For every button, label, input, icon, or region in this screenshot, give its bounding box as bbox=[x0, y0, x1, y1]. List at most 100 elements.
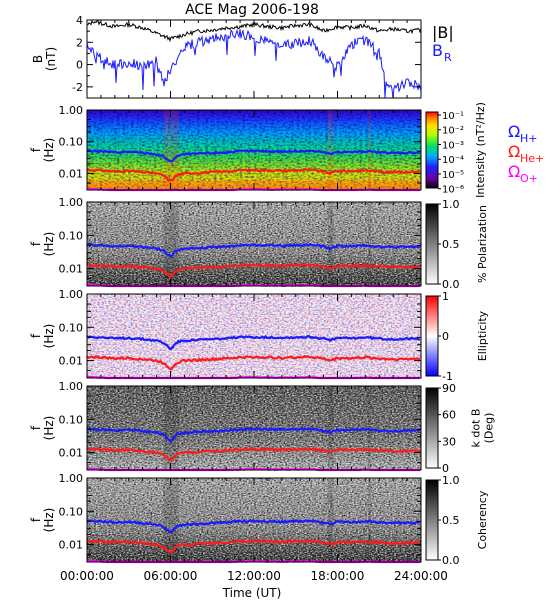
y-tick-label: 1.00 bbox=[59, 288, 84, 301]
gyrofrequency-line-h-plus bbox=[86, 148, 421, 163]
gyrofrequency-line-h-plus bbox=[86, 334, 421, 350]
spectrogram-event-streak bbox=[368, 386, 371, 470]
y-tick-label: 0.01 bbox=[59, 263, 84, 276]
colorbar-label: k dot B bbox=[470, 409, 483, 448]
spectrogram-event-streak bbox=[327, 110, 334, 190]
colorbar bbox=[425, 387, 439, 469]
y-tick-label: 0.01 bbox=[59, 447, 84, 460]
colorbar-tick-label: 1 bbox=[442, 290, 449, 303]
spectrogram-texture bbox=[87, 386, 421, 470]
b-field-panel-frame bbox=[86, 19, 422, 99]
legend-omega-subscript: O+ bbox=[520, 172, 538, 185]
colorbar-tick-label: 90 bbox=[442, 382, 456, 395]
y-tick-label: 2 bbox=[76, 36, 83, 49]
spectrogram-event-streak bbox=[163, 202, 179, 286]
panels: 420-2B (nT)|B|B R1.000.100.01f (Hz)10⁻¹10⁻²… bbox=[29, 14, 544, 567]
y-tick-label: 0.10 bbox=[59, 229, 84, 242]
colorbar-tick-label: -1 bbox=[442, 370, 453, 383]
colorbar-tick-label: 0.5 bbox=[442, 514, 460, 527]
spectrogram-coherency: 1.00 0.10 0.01 f (Hz) 1.0 0.5 0.0 Coherency bbox=[29, 472, 489, 567]
spectrogram-intensity: 1.00 0.10 0.01 f (Hz) 10⁻¹ 10⁻² 10⁻³ 10⁻⁴ 10⁻⁵ 10⁻… bbox=[29, 102, 544, 198]
spectrogram-polarization: 1.00 0.10 0.01 f (Hz) 1.0 0.5 0.0 % Polarization bbox=[29, 196, 489, 291]
legend-omega-symbol: Ω bbox=[508, 122, 520, 141]
y-tick-label: 0.10 bbox=[59, 321, 84, 334]
y-axis-unit: (Hz) bbox=[42, 508, 56, 533]
colorbar-tick-label: 10⁻⁵ bbox=[442, 170, 464, 181]
colorbar-label: (Deg) bbox=[483, 413, 496, 444]
y-tick-label: 0.10 bbox=[59, 413, 84, 426]
colorbar-tick-label: 0 bbox=[442, 462, 449, 475]
y-tick-label: 0 bbox=[76, 59, 83, 72]
gyrofrequency-line-he-plus bbox=[86, 167, 421, 182]
y-axis-label: B bbox=[31, 55, 45, 63]
gyrofrequency-line-he-plus bbox=[86, 538, 421, 554]
spectrogram-event-streak bbox=[163, 386, 179, 470]
colorbar-tick-label: 10⁻¹ bbox=[442, 111, 464, 122]
spectrogram-texture bbox=[87, 294, 421, 378]
y-tick-label: 0.01 bbox=[59, 167, 84, 180]
colorbar bbox=[425, 111, 439, 189]
x-tick-label: 00:00:00 bbox=[60, 569, 114, 583]
y-tick-label: 0.10 bbox=[59, 136, 84, 149]
y-tick-label: 0.01 bbox=[59, 355, 84, 368]
colorbar-tick-label: 30 bbox=[442, 435, 456, 448]
gyrofrequency-line-h-plus bbox=[86, 519, 421, 534]
gyrofrequency-line-he-plus bbox=[86, 354, 421, 371]
legend-omega-symbol: Ω bbox=[508, 142, 520, 161]
colorbar-tick-label: 0.0 bbox=[442, 554, 460, 567]
y-axis-unit: (Hz) bbox=[42, 232, 56, 257]
y-axis-label: f bbox=[29, 517, 43, 522]
colorbar-tick-label: 10⁻² bbox=[442, 126, 464, 137]
colorbar-tick-label: 10⁻³ bbox=[442, 140, 464, 151]
spectrogram-ellipticity: 1.00 0.10 0.01 f (Hz) 1 0 -1 Ellipticity bbox=[29, 288, 489, 383]
spectrogram-event-streak bbox=[368, 202, 371, 286]
y-tick-label: -2 bbox=[72, 81, 83, 94]
spectrogram-event-streak bbox=[163, 478, 179, 562]
figure-title: ACE Mag 2006-198 bbox=[185, 2, 319, 18]
y-axis-unit: (Hz) bbox=[42, 324, 56, 349]
colorbar-label: Coherency bbox=[476, 490, 489, 549]
colorbar bbox=[425, 203, 439, 285]
legend-b-magnitude: |B| bbox=[432, 23, 454, 42]
colorbar-tick-label: 1.0 bbox=[442, 474, 460, 487]
x-tick-label: 24:00:00 bbox=[394, 569, 448, 583]
y-axis-unit: (nT) bbox=[44, 47, 58, 71]
colorbar-tick-label: 10⁻⁴ bbox=[442, 155, 464, 166]
x-tick-label: 12:00:00 bbox=[227, 569, 281, 583]
colorbar-tick-label: 0 bbox=[442, 330, 449, 343]
y-tick-label: 0.10 bbox=[59, 505, 84, 518]
time-axis-label: Time (UT) bbox=[222, 586, 282, 600]
colorbar bbox=[425, 295, 439, 377]
y-axis-unit: (Hz) bbox=[42, 138, 56, 163]
colorbar-tick-label: 1.0 bbox=[442, 198, 460, 211]
y-axis-label: f bbox=[29, 333, 43, 338]
gyrofrequency-line-he-plus bbox=[86, 263, 421, 279]
y-tick-label: 1.00 bbox=[59, 472, 84, 485]
x-tick-label: 18:00:00 bbox=[311, 569, 365, 583]
spectrogram-event-streak bbox=[327, 478, 334, 562]
colorbar-label: Ellipticity bbox=[476, 310, 489, 361]
y-axis-label: f bbox=[29, 147, 43, 152]
gyrofrequency-line-h-plus bbox=[86, 426, 421, 443]
spectrogram-event-streak bbox=[327, 386, 334, 470]
y-axis-label: f bbox=[29, 241, 43, 246]
y-tick-label: 4 bbox=[76, 14, 83, 27]
colorbar-label: % Polarization bbox=[476, 205, 489, 283]
legend-b-radial-subscript: R bbox=[444, 51, 452, 64]
y-tick-label: 0.01 bbox=[59, 539, 84, 552]
legend-omega-subscript: He+ bbox=[520, 152, 544, 165]
colorbar-tick-label: 0.0 bbox=[442, 278, 460, 291]
y-tick-label: 1.00 bbox=[59, 104, 84, 117]
y-axis-unit: (Hz) bbox=[42, 416, 56, 441]
legend-omega-subscript: H+ bbox=[520, 132, 538, 145]
colorbar bbox=[425, 479, 439, 561]
y-tick-label: 1.00 bbox=[59, 380, 84, 393]
y-axis-label: f bbox=[29, 425, 43, 430]
spectrogram-event-streak bbox=[163, 110, 179, 190]
gyrofrequency-line-h-plus bbox=[86, 242, 421, 258]
spectrogram-k-dot-b: 1.00 0.10 0.01 f (Hz) 90 60 30 0 k dot B (Deg) bbox=[29, 380, 496, 475]
colorbar-tick-label: 0.5 bbox=[442, 238, 460, 251]
x-tick-label: 06:00:00 bbox=[144, 569, 198, 583]
time-axis: 00:00:00 06:00:00 12:00:00 18:00:00 24:00:00 bbox=[60, 20, 448, 583]
